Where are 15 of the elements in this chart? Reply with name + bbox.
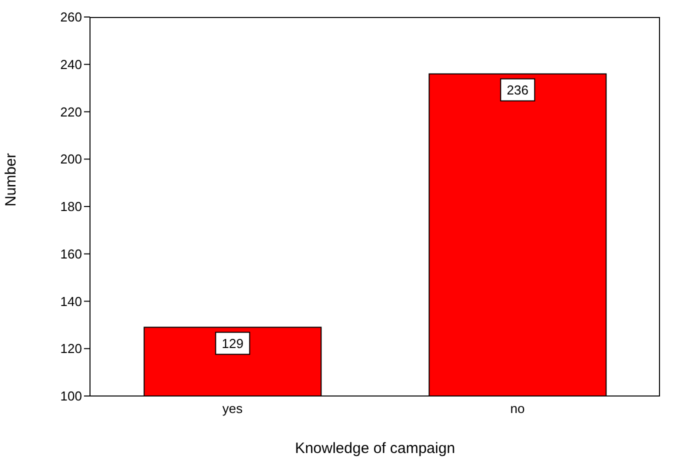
x-tick-label: yes [222, 401, 244, 416]
y-tick-label: 240 [60, 56, 82, 72]
y-axis-title: Number [2, 153, 20, 206]
x-tick-label: no [510, 401, 525, 416]
y-tick-label: 160 [60, 246, 82, 262]
y-tick-label: 220 [60, 104, 82, 120]
y-tick-label: 140 [60, 294, 82, 309]
y-tick-label: 120 [60, 341, 82, 356]
y-tick-label: 100 [60, 388, 82, 404]
y-tick-label: 200 [60, 152, 82, 167]
y-tick-label: 260 [60, 10, 82, 25]
data-label: 129 [222, 336, 244, 351]
y-tick-label: 180 [60, 199, 82, 214]
data-label: 236 [506, 82, 528, 98]
x-axis-title: Knowledge of campaign [294, 440, 456, 457]
